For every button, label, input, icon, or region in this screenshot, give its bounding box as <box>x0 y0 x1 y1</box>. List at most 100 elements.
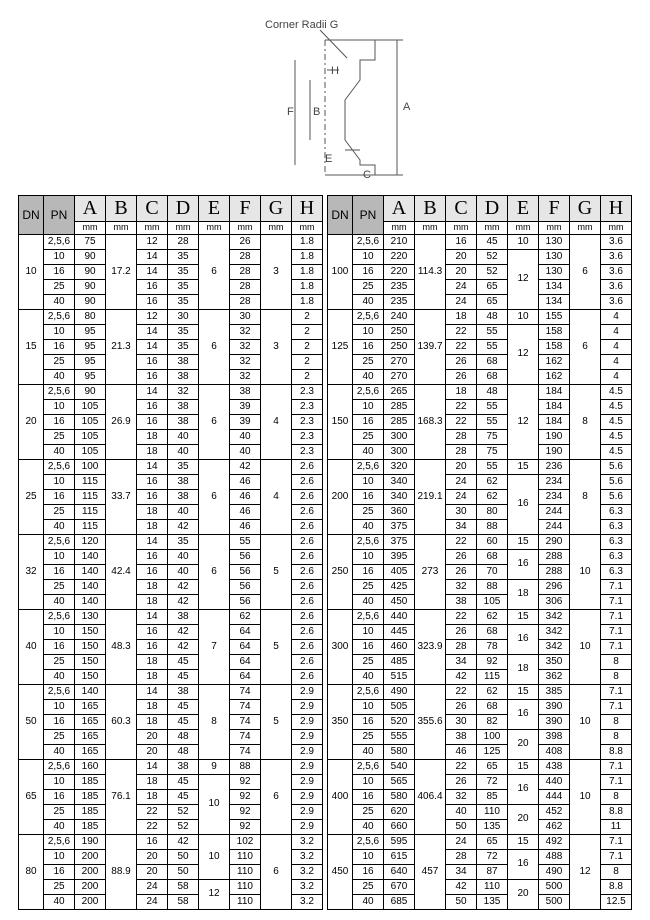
val-C: 38 <box>446 595 477 610</box>
val-H: 2.6 <box>292 490 323 505</box>
val-C: 24 <box>137 895 168 910</box>
val-A: 265 <box>384 385 415 400</box>
val-D: 38 <box>168 685 199 700</box>
val-D: 88 <box>477 520 508 535</box>
val-C: 18 <box>137 595 168 610</box>
val-A: 105 <box>75 415 106 430</box>
pn-value: 2,5,6 <box>44 610 75 625</box>
val-A: 660 <box>384 820 415 835</box>
val-D: 48 <box>168 745 199 760</box>
val-A: 440 <box>384 610 415 625</box>
val-C: 32 <box>446 790 477 805</box>
val-C: 22 <box>446 610 477 625</box>
val-H: 2.6 <box>292 640 323 655</box>
val-C: 26 <box>446 700 477 715</box>
val-C: 46 <box>446 745 477 760</box>
val-F: 390 <box>539 700 570 715</box>
val-D: 65 <box>477 295 508 310</box>
val-C: 20 <box>137 730 168 745</box>
val-F: 288 <box>539 565 570 580</box>
val-D: 35 <box>168 295 199 310</box>
val-C: 16 <box>137 475 168 490</box>
col-unit: mm <box>601 222 632 235</box>
val-A: 140 <box>75 685 106 700</box>
val-C: 12 <box>137 235 168 250</box>
pn-value: 40 <box>353 520 384 535</box>
val-D: 135 <box>477 820 508 835</box>
val-A: 445 <box>384 625 415 640</box>
pn-value: 2,5,6 <box>353 460 384 475</box>
val-C: 14 <box>137 460 168 475</box>
pn-value: 25 <box>353 805 384 820</box>
dimension-table-right: DNPNABCDEFGHmmmmmmmmmmmmmmmm1002,5,62101… <box>327 195 632 910</box>
val-F: 30 <box>230 310 261 325</box>
val-H: 6.3 <box>601 505 632 520</box>
val-E: 16 <box>508 775 539 805</box>
pn-value: 25 <box>44 280 75 295</box>
val-C: 18 <box>137 715 168 730</box>
pn-value: 16 <box>44 490 75 505</box>
val-F: 385 <box>539 685 570 700</box>
val-H: 2.6 <box>292 505 323 520</box>
val-H: 2.9 <box>292 760 323 775</box>
dn-value: 450 <box>328 835 353 910</box>
val-C: 16 <box>137 355 168 370</box>
pn-value: 10 <box>353 550 384 565</box>
val-C: 24 <box>446 835 477 850</box>
val-D: 45 <box>477 235 508 250</box>
val-E: 10 <box>508 235 539 250</box>
val-D: 125 <box>477 745 508 760</box>
val-A: 375 <box>384 520 415 535</box>
col-unit: mm <box>199 222 230 235</box>
val-C: 14 <box>137 610 168 625</box>
dn-value: 200 <box>328 460 353 535</box>
val-F: 28 <box>230 250 261 265</box>
val-F: 74 <box>230 745 261 760</box>
val-G: 8 <box>570 385 601 460</box>
col-unit: mm <box>415 222 446 235</box>
pn-value: 2,5,6 <box>353 385 384 400</box>
col-D: D <box>477 196 508 222</box>
val-E: 6 <box>199 385 230 460</box>
val-D: 48 <box>477 385 508 400</box>
val-B: 21.3 <box>106 310 137 385</box>
val-F: 28 <box>230 280 261 295</box>
val-H: 3.6 <box>601 265 632 280</box>
val-C: 18 <box>446 310 477 325</box>
val-D: 82 <box>477 715 508 730</box>
pn-value: 10 <box>44 550 75 565</box>
val-D: 48 <box>477 310 508 325</box>
pn-value: 40 <box>44 595 75 610</box>
col-C: C <box>137 196 168 222</box>
pn-value: 25 <box>44 805 75 820</box>
val-C: 26 <box>446 565 477 580</box>
col-pn: PN <box>44 196 75 235</box>
val-D: 72 <box>477 850 508 865</box>
dn-value: 50 <box>19 685 44 760</box>
val-H: 3.6 <box>601 235 632 250</box>
pn-value: 40 <box>353 895 384 910</box>
val-F: 362 <box>539 670 570 685</box>
val-F: 234 <box>539 475 570 490</box>
val-F: 28 <box>230 295 261 310</box>
val-F: 64 <box>230 670 261 685</box>
val-F: 88 <box>230 760 261 775</box>
val-F: 26 <box>230 235 261 250</box>
val-H: 4 <box>601 355 632 370</box>
val-A: 140 <box>75 580 106 595</box>
val-D: 68 <box>477 700 508 715</box>
val-C: 22 <box>446 340 477 355</box>
val-E: 16 <box>508 475 539 535</box>
val-C: 18 <box>137 445 168 460</box>
val-A: 165 <box>75 715 106 730</box>
val-A: 300 <box>384 430 415 445</box>
val-E: 16 <box>508 625 539 655</box>
val-A: 540 <box>384 760 415 775</box>
val-E: 10 <box>508 310 539 325</box>
table-row: 802,5,619088.916421010263.2 <box>19 835 323 850</box>
val-G: 5 <box>261 610 292 685</box>
val-H: 2.3 <box>292 445 323 460</box>
pn-value: 2,5,6 <box>353 760 384 775</box>
pn-value: 25 <box>44 655 75 670</box>
val-D: 75 <box>477 445 508 460</box>
